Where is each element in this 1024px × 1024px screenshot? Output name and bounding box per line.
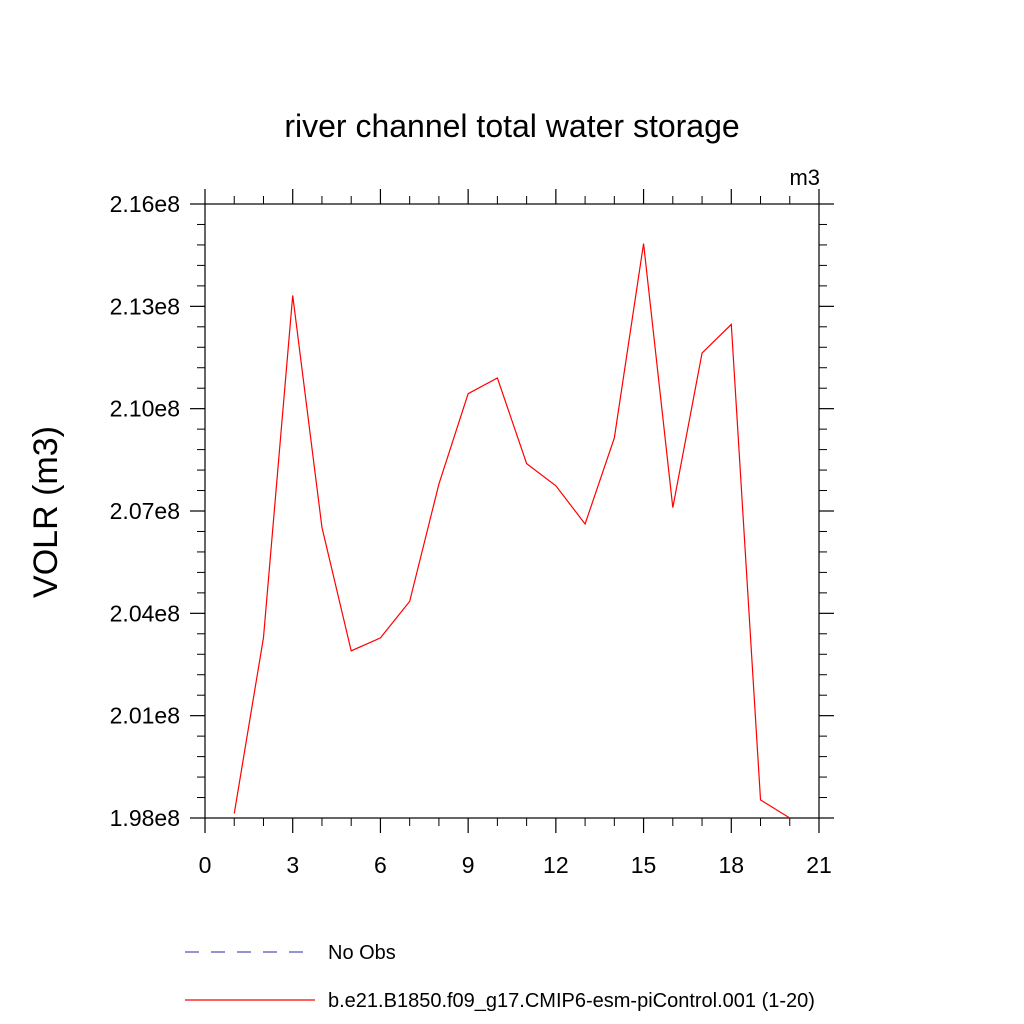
y-tick-label: 2.07e8 [110, 498, 180, 524]
axis-ticks [190, 189, 834, 833]
chart-title: river channel total water storage [284, 108, 739, 144]
y-tick-label: 2.01e8 [110, 703, 180, 729]
y-tick-label: 2.04e8 [110, 600, 180, 626]
x-tick-label: 15 [631, 852, 657, 878]
y-tick-label: 2.13e8 [110, 293, 180, 319]
x-tick-label: 12 [543, 852, 569, 878]
legend-label: No Obs [328, 942, 396, 964]
x-tick-label: 18 [718, 852, 744, 878]
x-tick-label: 3 [286, 852, 299, 878]
x-tick-label: 9 [462, 852, 475, 878]
axis-tick-labels: 0 3 6 9 12 15 18 21 1.98e8 2.01e8 2.04e8 2.07e8 2.10… [110, 191, 832, 878]
units-label: m3 [789, 165, 820, 190]
x-tick-label: 0 [199, 852, 212, 878]
legend-label: b.e21.B1850.f09_g17.CMIP6-esm-piControl.… [328, 990, 815, 1012]
plot-series [233, 243, 791, 819]
y-tick-label: 2.10e8 [110, 396, 180, 422]
y-axis-label: VOLR (m3) [27, 426, 65, 598]
plot-frame [204, 203, 820, 819]
x-tick-label: 21 [806, 852, 832, 878]
y-tick-label: 1.98e8 [110, 805, 180, 831]
y-tick-label: 2.16e8 [110, 191, 180, 217]
x-tick-label: 6 [374, 852, 387, 878]
legend: No Obs b.e21.B1850.f09_g17.CMIP6-esm-piCo… [185, 942, 815, 1012]
series-line [233, 243, 791, 819]
